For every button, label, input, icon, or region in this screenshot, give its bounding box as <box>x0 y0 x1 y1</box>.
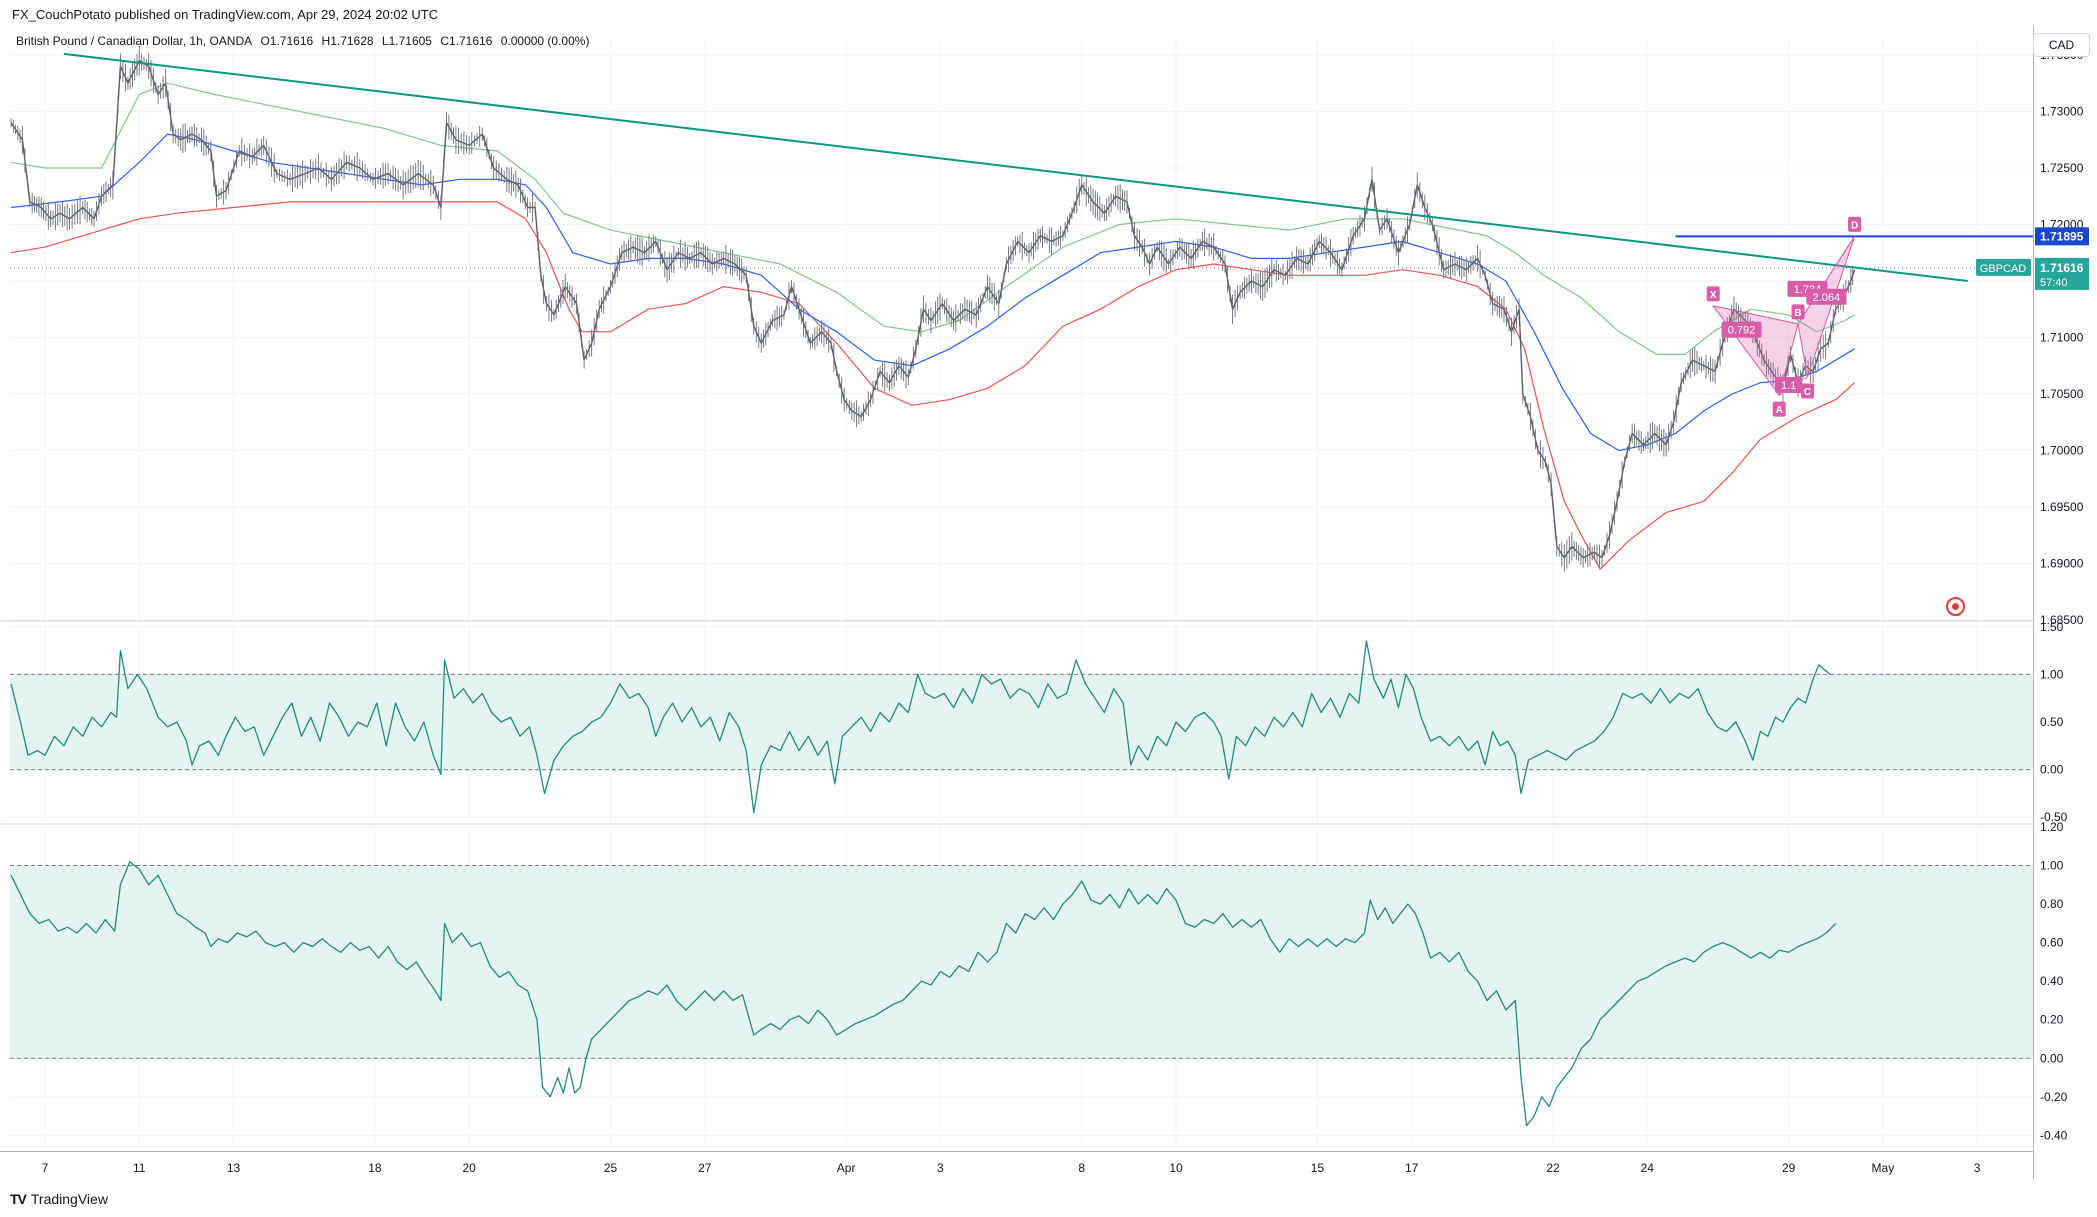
ohlc-close: C1.71616 <box>440 34 493 48</box>
oscillator-lower-line[interactable] <box>10 861 1837 1127</box>
price-tag-bg <box>2035 257 2089 290</box>
harmonic-point-label: C <box>1804 387 1811 398</box>
price-axis-tick: 1.68500 <box>2040 613 2084 627</box>
oscillator-lower-tick: 0.60 <box>2040 936 2064 950</box>
symbol-tag-bg[interactable] <box>1976 258 2031 276</box>
time-axis-tick: Apr <box>837 1161 856 1175</box>
ohlc-high: H1.71628 <box>321 34 374 48</box>
price-axis-tick: 1.71000 <box>2040 330 2084 344</box>
tradingview-logo-icon: TV <box>10 1191 27 1207</box>
oscillator-lower-tick: -0.20 <box>2040 1090 2068 1104</box>
moving-average-green[interactable] <box>11 82 1855 355</box>
ohlc-change: 0.00000 (0.00%) <box>500 34 590 48</box>
oscillator-upper-line[interactable] <box>10 640 1831 814</box>
time-axis-tick: May <box>1872 1161 1895 1175</box>
oscillator-lower-tick: 0.40 <box>2040 974 2064 988</box>
oscillator-lower-tick: 0.20 <box>2040 1013 2064 1027</box>
time-axis-tick: 8 <box>1078 1161 1085 1175</box>
price-axis-tick: 1.72500 <box>2040 161 2084 175</box>
moving-average-red[interactable] <box>11 201 1856 571</box>
harmonic-point-label-bg <box>1706 286 1720 302</box>
harmonic-triangle-bcd[interactable] <box>1797 236 1856 378</box>
oscillator-upper-tick: 1.00 <box>2040 667 2064 681</box>
time-axis-tick: 17 <box>1405 1161 1419 1175</box>
time-axis-tick: 27 <box>698 1161 712 1175</box>
oscillator-lower-tick: 0.80 <box>2040 897 2064 911</box>
time-axis-tick: 3 <box>1974 1161 1981 1175</box>
oscillator-lower-tick: 1.20 <box>2040 820 2064 834</box>
harmonic-ratio-label-bg <box>1775 376 1803 393</box>
time-axis-tick: 25 <box>604 1161 618 1175</box>
oscillator-lower-tick: 1.00 <box>2040 859 2064 873</box>
horizontal-level-axis-label-bg <box>2035 227 2089 246</box>
tradingview-logo-text: TradingView <box>30 1191 108 1207</box>
oscillator-upper-tick: 0.50 <box>2040 715 2064 729</box>
oscillator-upper-band <box>10 674 2033 770</box>
harmonic-point-label-bg <box>1772 401 1786 417</box>
harmonic-ratio-line <box>1713 305 1799 325</box>
time-axis-tick: 7 <box>42 1161 49 1175</box>
harmonic-point-label: X <box>1710 290 1717 301</box>
price-tag-countdown: 57:40 <box>2040 277 2068 289</box>
currency-badge[interactable]: CAD <box>2033 33 2090 57</box>
time-axis-tick: 13 <box>227 1161 241 1175</box>
record-icon[interactable] <box>1946 597 1965 616</box>
horizontal-level-axis-label: 1.71895 <box>2040 229 2084 243</box>
harmonic-ratio-label-bg <box>1721 321 1762 338</box>
oscillator-lower-band <box>10 865 2033 1059</box>
time-axis-tick: 29 <box>1782 1161 1796 1175</box>
symbol-info-line: British Pound / Canadian Dollar, 1h, OAN… <box>16 34 594 48</box>
oscillator-upper-tick: 0.00 <box>2040 763 2064 777</box>
harmonic-ratio-label: 1.1 <box>1781 380 1796 392</box>
oscillator-lower-tick: 0.00 <box>2040 1051 2064 1065</box>
harmonic-point-label: A <box>1776 405 1783 416</box>
harmonic-point-label-bg <box>1791 304 1805 320</box>
symbol-tag-label: GBPCAD <box>1980 263 2027 275</box>
time-axis-tick: 24 <box>1641 1161 1655 1175</box>
price-axis-tick: 1.73000 <box>2040 104 2084 118</box>
oscillator-upper-tick: -0.50 <box>2040 810 2068 824</box>
harmonic-point-label-bg <box>1800 383 1814 399</box>
time-axis-tick: 3 <box>937 1161 944 1175</box>
harmonic-ratio-label-bg <box>1806 288 1847 305</box>
price-axis-tick: 1.70000 <box>2040 443 2084 457</box>
harmonic-point-label-bg <box>1848 216 1862 232</box>
harmonic-point-label: B <box>1794 308 1801 319</box>
publisher-line: FX_CouchPotato published on TradingView.… <box>12 7 439 22</box>
harmonic-point-label: D <box>1851 220 1858 231</box>
harmonic-ratio-label: 2.064 <box>1813 292 1841 304</box>
price-tag-value: 1.71616 <box>2040 261 2084 275</box>
harmonic-ratio-line <box>1797 236 1856 325</box>
time-axis-tick: 11 <box>133 1161 146 1175</box>
price-axis-tick: 1.69000 <box>2040 556 2084 570</box>
oscillator-lower-tick: -0.40 <box>2040 1128 2068 1142</box>
ohlc-low: L1.71605 <box>381 34 432 48</box>
time-axis-tick: 10 <box>1169 1161 1183 1175</box>
time-axis-tick: 22 <box>1546 1161 1560 1175</box>
oscillator-upper-tick: 1.50 <box>2040 620 2064 634</box>
moving-average-blue[interactable] <box>11 133 1855 452</box>
harmonic-ratio-label: 0.792 <box>1728 325 1756 337</box>
symbol-name[interactable]: British Pound / Canadian Dollar, 1h, OAN… <box>16 34 253 48</box>
price-series[interactable] <box>10 59 1856 559</box>
time-axis-tick: 15 <box>1311 1161 1325 1175</box>
tradingview-logo[interactable]: TV TradingView <box>10 1191 108 1207</box>
ohlc-open: O1.71616 <box>260 34 314 48</box>
time-axis-tick: 18 <box>368 1161 382 1175</box>
price-axis-tick: 1.70500 <box>2040 387 2084 401</box>
trendline[interactable] <box>63 52 1968 282</box>
time-axis-tick: 20 <box>462 1161 476 1175</box>
price-axis-tick: 1.69500 <box>2040 500 2084 514</box>
